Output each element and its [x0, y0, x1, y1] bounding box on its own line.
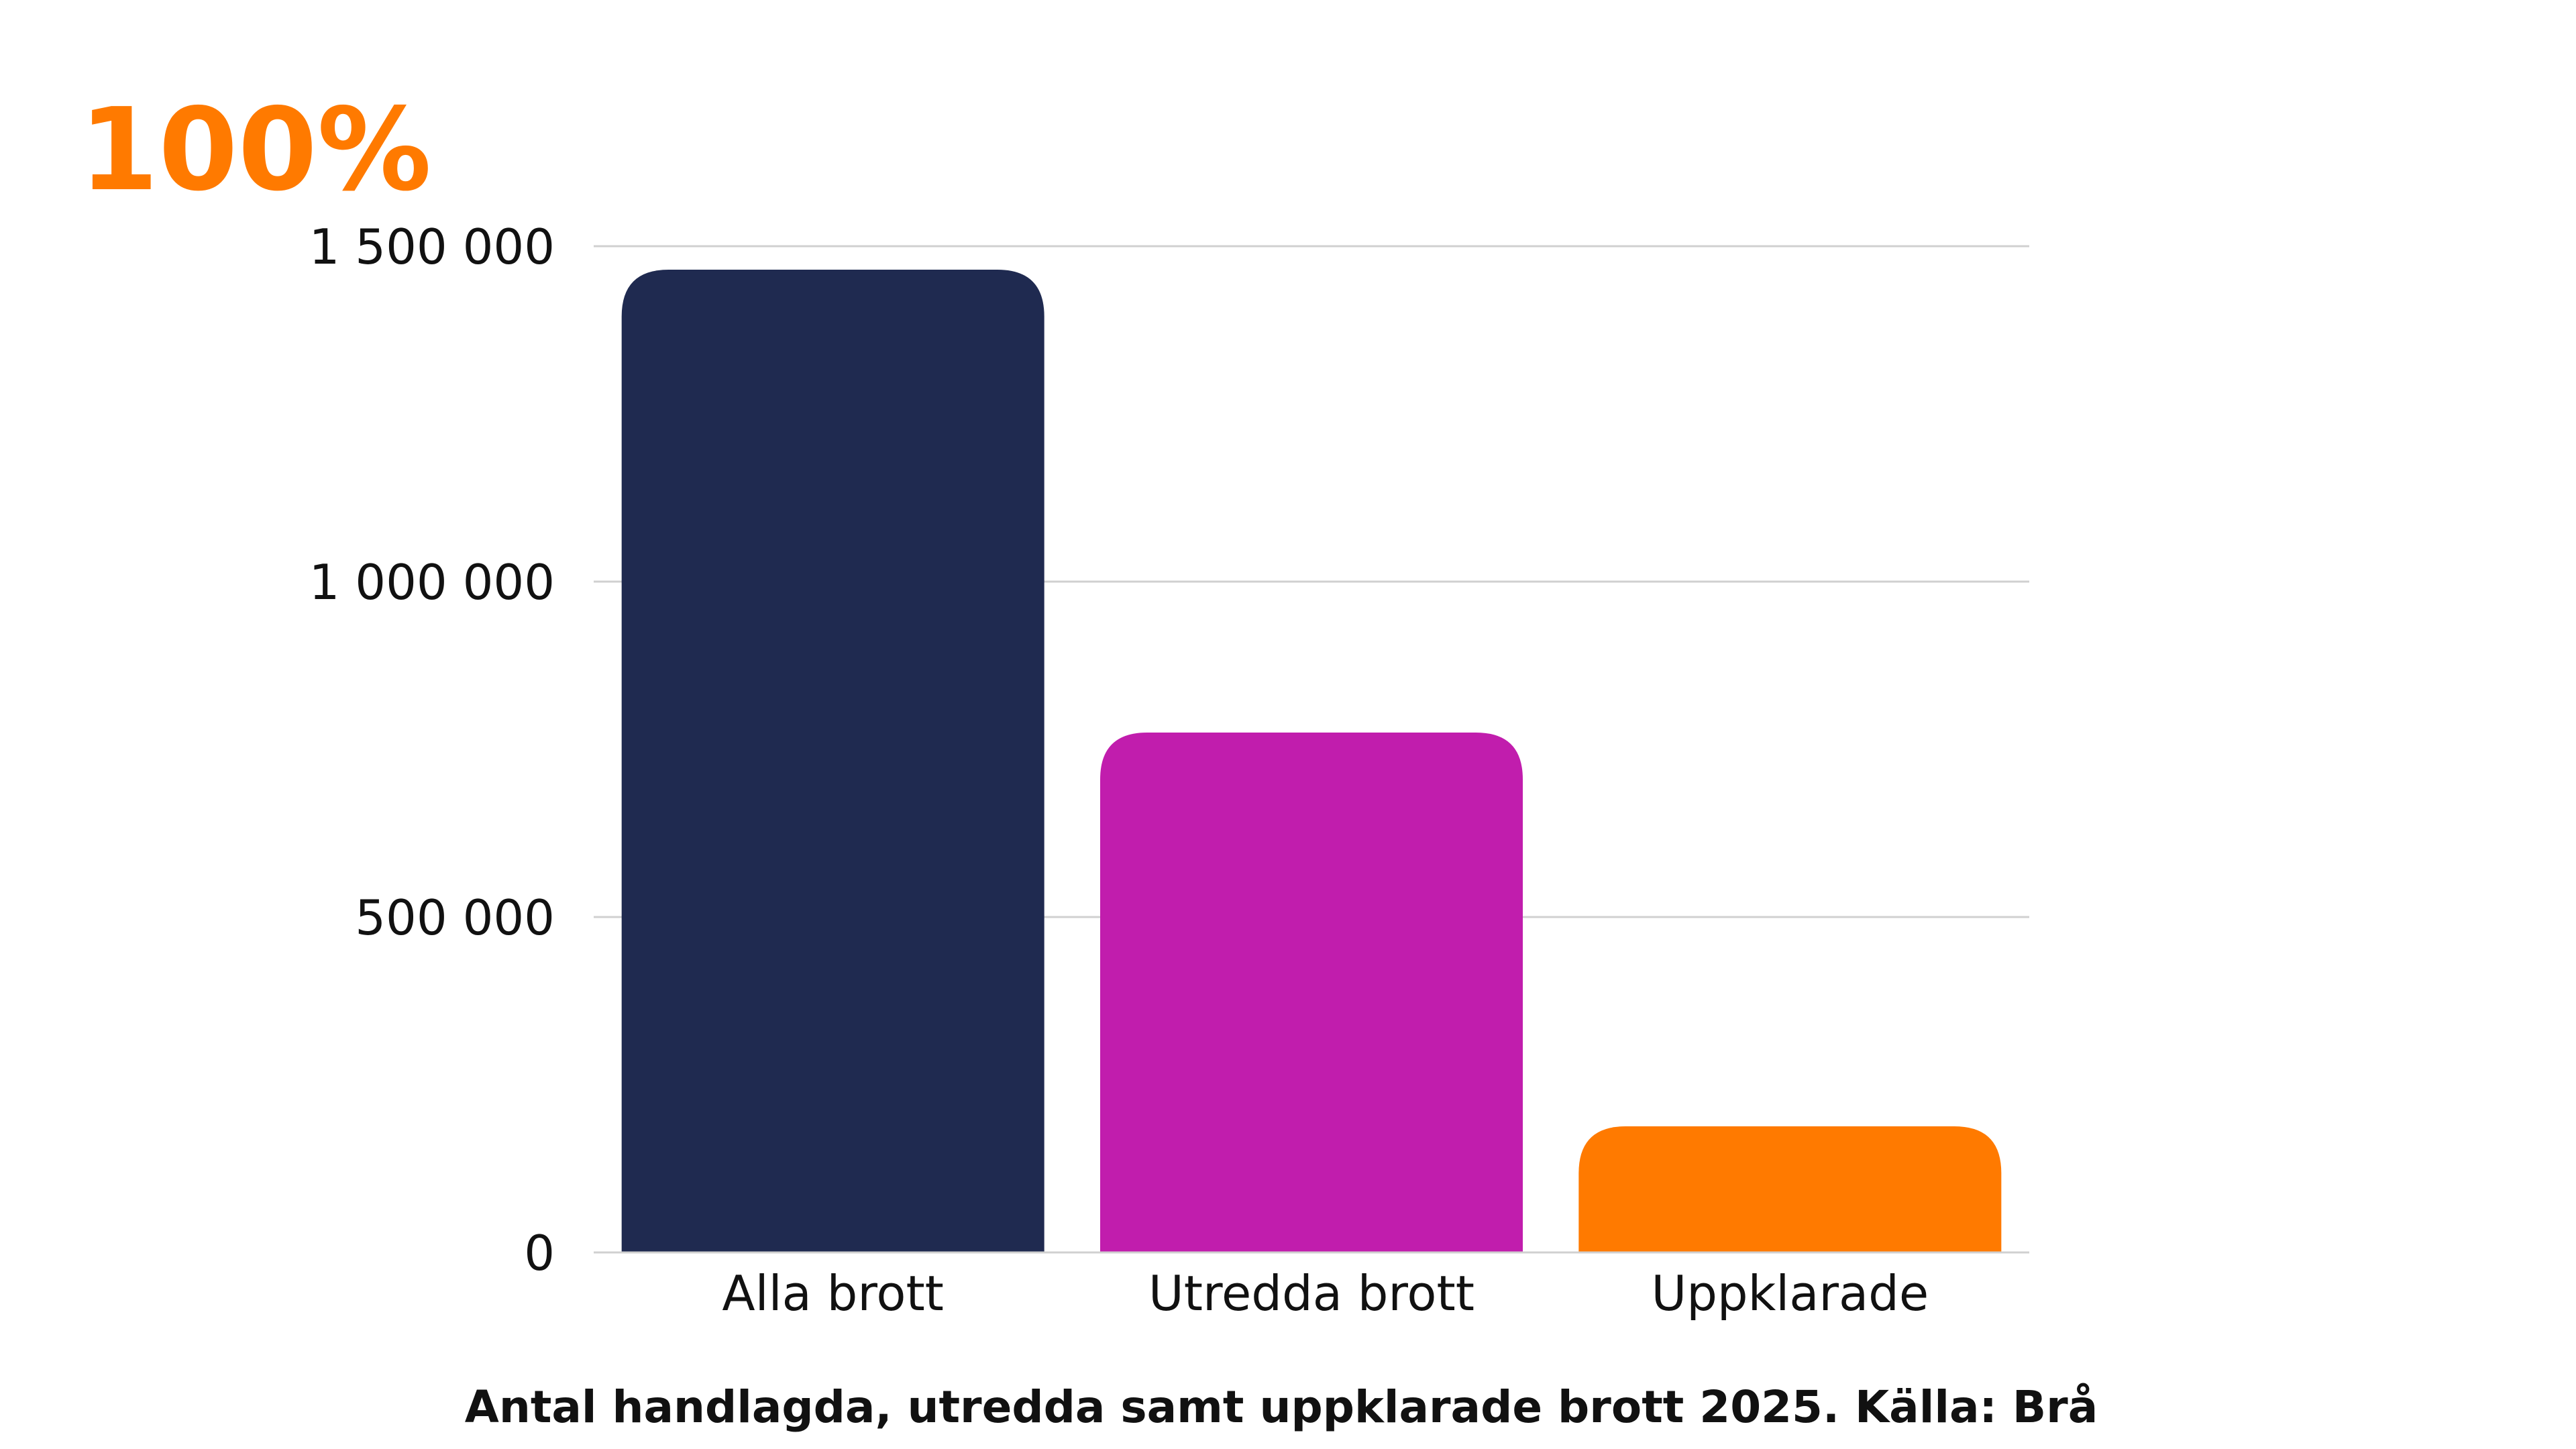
x-category-label: Uppklarade: [1652, 1265, 1929, 1322]
y-tick-label: 500 000: [355, 890, 555, 946]
y-tick-label: 0: [524, 1225, 555, 1281]
bar-1: [621, 270, 1044, 1252]
chart-caption: Antal handlagda, utredda samt uppklarade…: [465, 1381, 2098, 1433]
y-tick-label: 1 000 000: [309, 554, 555, 610]
bar-3: [1578, 1126, 2002, 1252]
logo: 100%: [79, 84, 431, 217]
y-tick-label: 1 500 000: [309, 219, 555, 275]
x-category-label: Alla brott: [722, 1265, 944, 1322]
logo-text: 100%: [79, 84, 431, 217]
y-axis-ticks: 0 500 000 1 000 000 1 500 000: [309, 219, 555, 1281]
bars: [621, 270, 2002, 1252]
x-category-label: Utredda brott: [1148, 1265, 1474, 1322]
x-axis-labels: Alla brott Utredda brott Uppklarade: [722, 1265, 1929, 1322]
bar-2: [1100, 733, 1523, 1252]
